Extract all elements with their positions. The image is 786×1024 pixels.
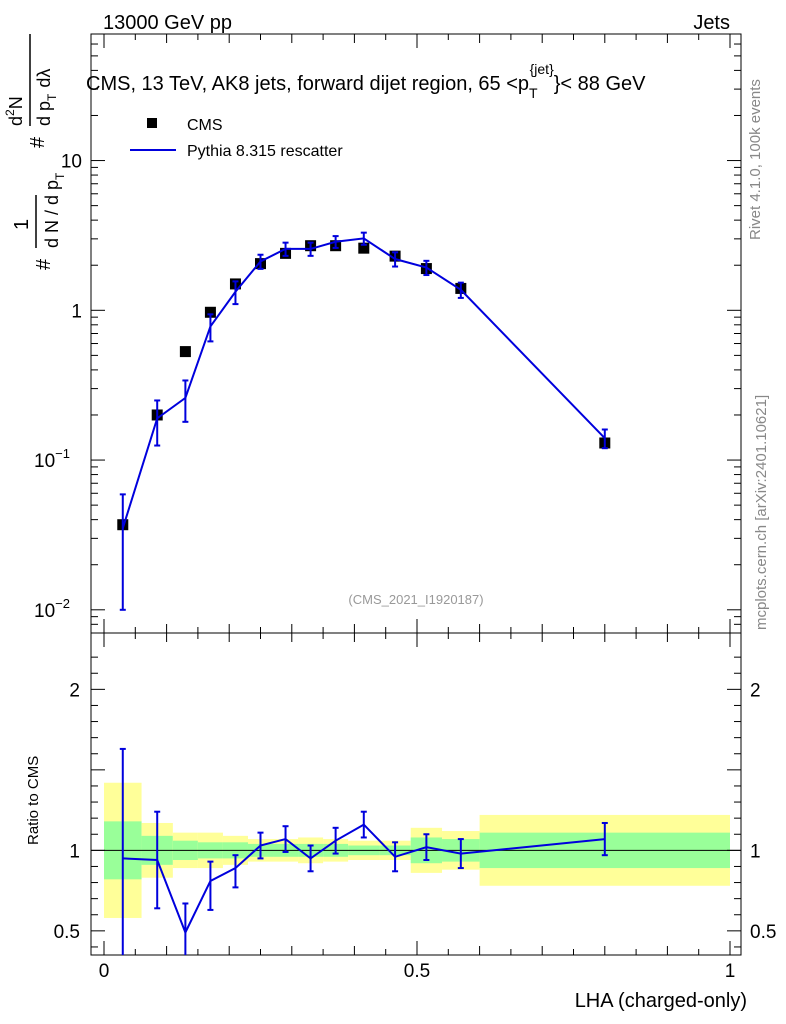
axis-ticks	[91, 33, 741, 955]
main-y-tick-label: 10	[61, 152, 82, 173]
ratio-y-tick-label-right: 1	[750, 841, 761, 862]
analysis-watermark: (CMS_2021_I1920187)	[348, 592, 483, 607]
svg-text:d2N: d2N	[3, 96, 26, 126]
plot-title: CMS, 13 TeV, AK8 jets, forward dijet reg…	[86, 61, 646, 101]
x-tick-label: 1	[725, 961, 736, 982]
mc-error-bars-main	[119, 231, 608, 611]
main-y-tick-label: 1	[71, 301, 82, 322]
ratio-y-tick-label-right: 0.5	[750, 922, 776, 943]
ratio-y-tick-label-left: 2	[69, 680, 80, 701]
svg-text:1: 1	[11, 219, 33, 230]
main-y-axis-label: # 1 d N / d pT # d2N d pTdλ	[3, 34, 67, 270]
ratio-y-tick-label-left: 1	[69, 841, 80, 862]
mc-line-ratio	[122, 823, 605, 935]
ratio-y-tick-label-right: 2	[750, 680, 761, 701]
legend-data-marker	[147, 118, 157, 128]
x-tick-label: 0.5	[404, 961, 430, 982]
ratio-y-tick-label-left: 0.5	[54, 922, 80, 943]
cms-data-point	[358, 242, 370, 254]
header-left: 13000 GeV pp	[103, 12, 232, 34]
svg-text:#: #	[33, 258, 55, 270]
mcplots-info: mcplots.cern.ch [arXiv:2401.10621]	[753, 395, 770, 630]
cms-data-point	[204, 306, 216, 318]
x-axis-label: LHA (charged-only)	[575, 990, 747, 1012]
main-y-tick-label: 10−1	[34, 446, 70, 472]
rivet-info: Rivet 4.1.0, 100k events	[747, 79, 764, 240]
ratio-y-axis-label: Ratio to CMS	[25, 756, 42, 845]
legend-mc-label: Pythia 8.315 rescatter	[187, 143, 343, 160]
ratio-panel-frame	[90, 632, 742, 956]
x-tick-label: 0	[99, 961, 110, 982]
axis-tick-labels: 10−2 10−1 1 10 0 0.5 1 0.5 0.5 1 1 2 2	[34, 152, 776, 982]
svg-text:d N / d pT: d N / d pT	[42, 172, 67, 248]
legend-data-label: CMS	[187, 117, 223, 134]
header-right: Jets	[693, 12, 730, 34]
main-y-tick-label: 10−2	[34, 596, 70, 622]
cms-data-points	[117, 240, 611, 531]
mc-error-bars-ratio	[119, 747, 608, 955]
mc-line-main	[121, 237, 606, 529]
svg-text:#: #	[27, 136, 49, 148]
svg-text:d pTdλ: d pTdλ	[34, 69, 59, 126]
cms-data-point	[179, 346, 191, 358]
